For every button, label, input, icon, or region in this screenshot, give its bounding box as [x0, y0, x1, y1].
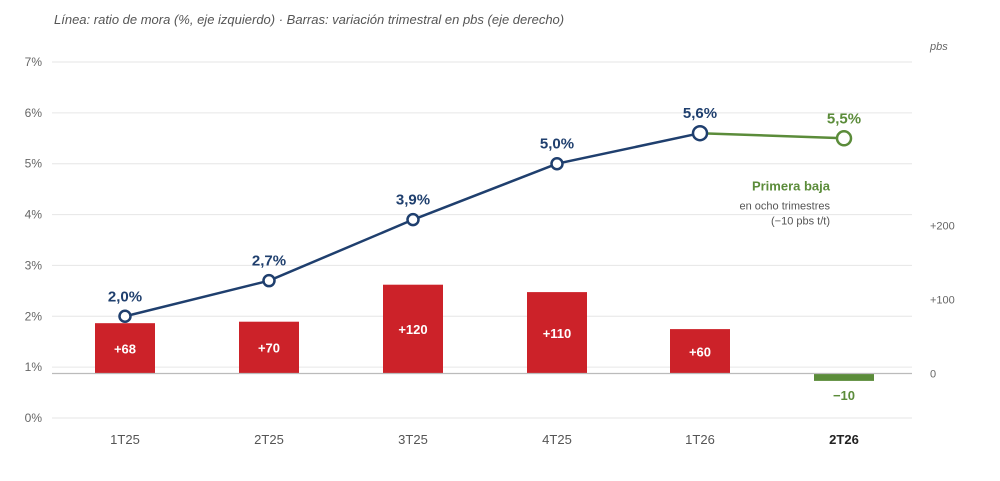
bar — [383, 284, 443, 374]
annotation-line: (−10 pbs t/t) — [771, 215, 830, 227]
bar-data-label: +70 — [258, 341, 280, 356]
line-point — [406, 212, 420, 227]
y-left-tick-label: 5% — [25, 157, 43, 171]
line-series: 2,0% 2,7% 3,9% 5,0% 5,6% 5,5% — [108, 105, 861, 324]
annotation-title: Primera baja — [752, 178, 831, 193]
bar-series: +68 +70 +120 +110 +60 −10 — [95, 284, 874, 403]
y-left-tick-label: 1% — [25, 360, 43, 374]
x-tick-label: 2T25 — [254, 432, 284, 447]
line-data-label: 2,0% — [108, 288, 142, 305]
line-data-label: 5,0% — [540, 136, 574, 153]
x-tick-label: 1T26 — [685, 432, 715, 447]
bar — [670, 329, 730, 374]
bar — [814, 373, 874, 381]
line-data-label: 5,6% — [683, 105, 717, 122]
line-point — [262, 273, 276, 288]
y-left-tick-label: 6% — [25, 106, 43, 120]
line-data-label: 5,5% — [827, 110, 861, 127]
x-tick-label: 3T25 — [398, 432, 428, 447]
gridlines — [52, 61, 912, 419]
bar — [95, 323, 155, 374]
bar-data-label: +60 — [689, 344, 711, 359]
line-point — [550, 156, 564, 171]
y-right-tick-label: +200 — [930, 221, 955, 233]
line-point — [835, 130, 853, 147]
line-data-label: 2,7% — [252, 253, 286, 270]
line-path-highlight — [699, 131, 845, 140]
line-data-label: 3,9% — [396, 192, 430, 209]
bar-data-label: +110 — [543, 326, 572, 341]
annotation-line: en ocho trimestres — [740, 200, 831, 212]
y-right-tick-label: +100 — [930, 295, 955, 307]
x-tick-label: 4T25 — [542, 432, 572, 447]
y-right-tick-label: 0 — [930, 369, 936, 381]
y-left-tick-label: 0% — [25, 411, 43, 425]
line-point — [691, 124, 709, 142]
y-left-tick-label: 3% — [25, 258, 43, 272]
bar-data-label: +120 — [398, 322, 427, 337]
x-tick-label: 2T26 — [829, 432, 859, 447]
x-tick-label: 1T25 — [110, 432, 140, 447]
y-axis-right: 0 +100 +200 pbs — [929, 41, 955, 381]
bar-data-label: +68 — [114, 341, 136, 356]
line-point — [118, 309, 132, 324]
bar — [527, 292, 587, 374]
y-right-unit-label: pbs — [929, 41, 948, 53]
annotation: Primera baja en ocho trimestres (−10 pbs… — [740, 178, 831, 227]
y-left-tick-label: 4% — [25, 208, 43, 222]
x-axis: 1T25 2T25 3T25 4T25 1T26 2T26 — [110, 432, 859, 447]
y-axis-left: 0% 1% 2% 3% 4% 5% 6% 7% — [25, 55, 43, 425]
chart-subtitle: Línea: ratio de mora (%, eje izquierdo) … — [54, 12, 564, 27]
bar — [239, 321, 299, 374]
y-left-tick-label: 2% — [25, 309, 43, 323]
bar-data-label: −10 — [833, 388, 855, 403]
y-left-tick-label: 7% — [25, 55, 43, 69]
